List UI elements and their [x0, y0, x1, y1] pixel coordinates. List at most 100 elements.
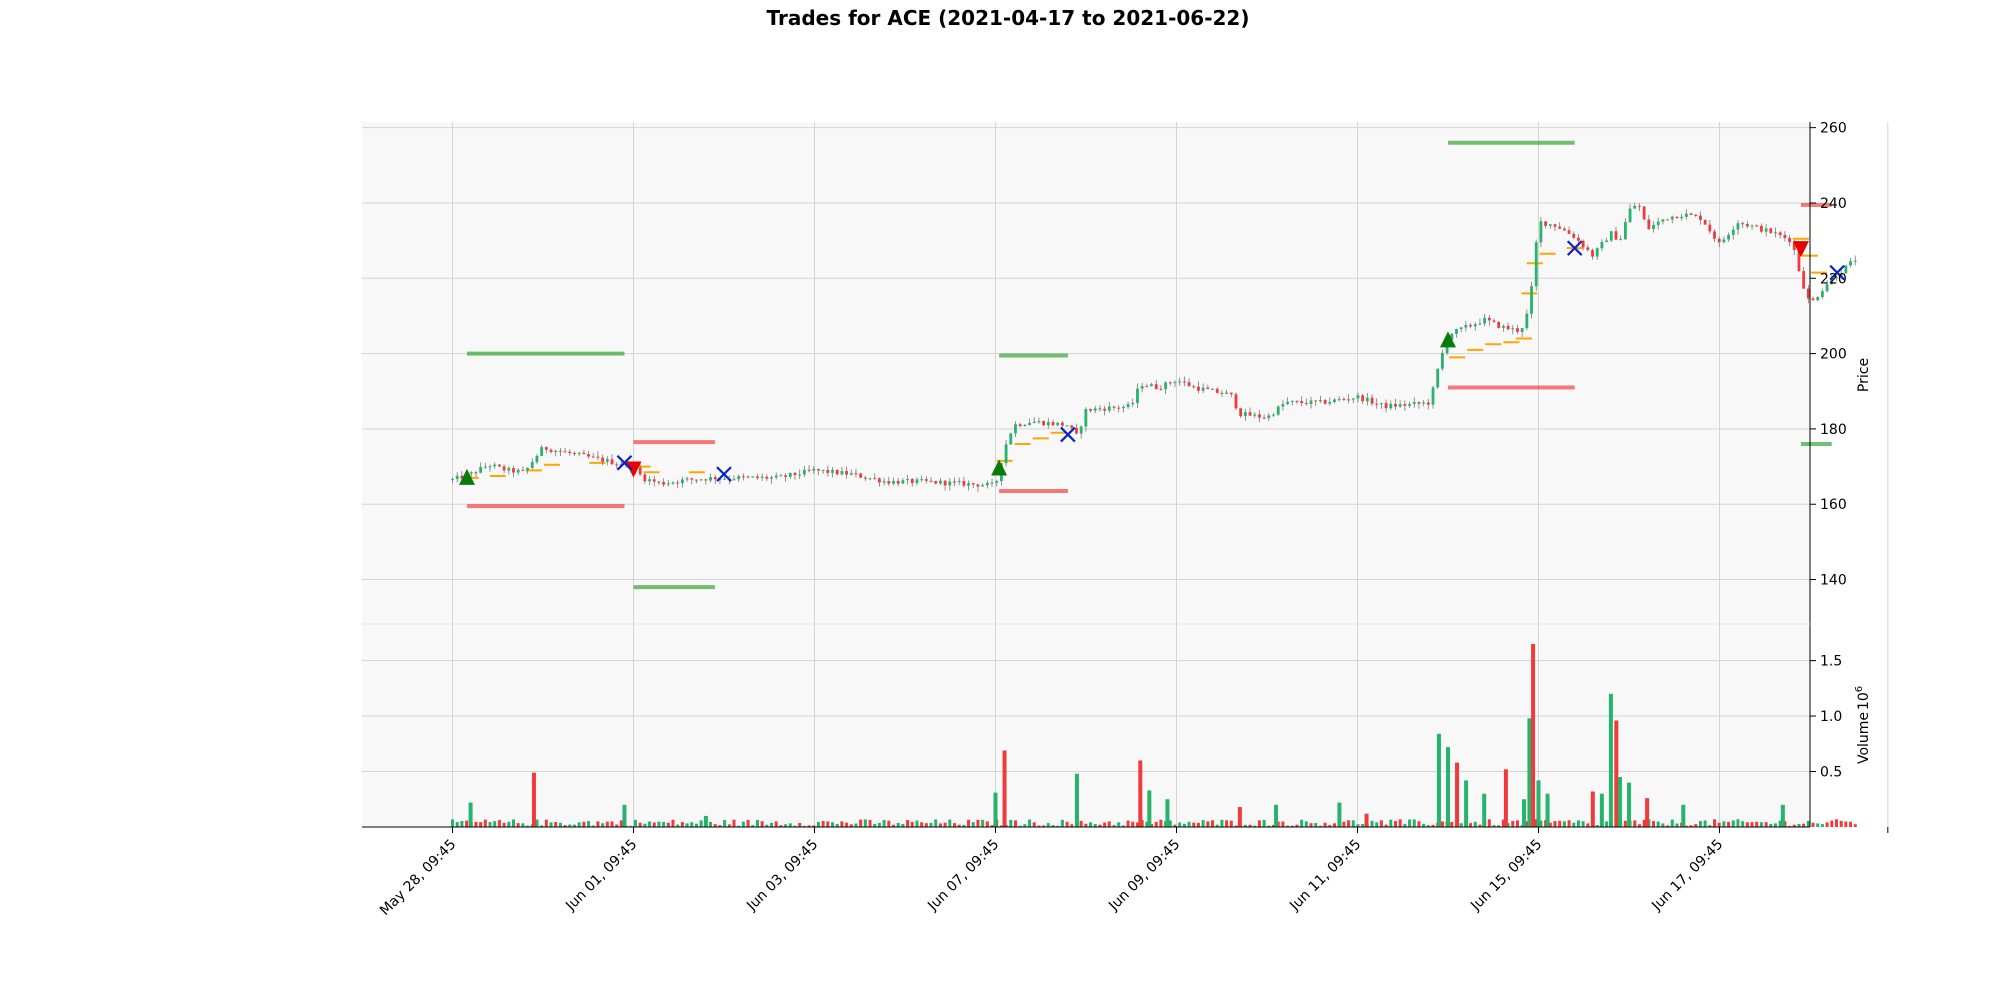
candle-body	[1633, 205, 1637, 209]
candle-body	[1098, 408, 1102, 410]
price-tick-label: 180	[1820, 422, 1847, 438]
candle-body	[1412, 402, 1416, 404]
volume-bar	[1684, 825, 1688, 827]
candle-body	[1089, 409, 1092, 411]
volume-bar	[1117, 822, 1121, 827]
volume-bar	[1820, 824, 1824, 827]
volume-bar	[845, 822, 849, 827]
volume-bar	[765, 824, 769, 827]
candle-body	[1323, 399, 1327, 404]
candle-body	[704, 479, 708, 481]
candle-body	[1229, 392, 1233, 395]
candle-body	[868, 478, 872, 480]
candle-body	[953, 481, 956, 483]
candle-body	[601, 457, 605, 462]
candle-body	[1051, 422, 1055, 426]
x-tick-label: Jun 09, 09:45	[1105, 837, 1183, 915]
volume-bar	[488, 822, 492, 827]
volume-bar	[1713, 819, 1717, 827]
candle-body	[1492, 320, 1496, 322]
candle-body	[1290, 400, 1294, 402]
volume-bar	[1234, 825, 1238, 827]
candle-body	[1450, 333, 1454, 340]
candle-body	[1520, 328, 1524, 332]
volume-bar	[802, 825, 806, 827]
candle-body	[1014, 424, 1017, 434]
candle-body	[1211, 388, 1214, 390]
volume-bar	[807, 825, 811, 827]
volume-bar	[859, 819, 863, 827]
candle-body	[1042, 421, 1046, 426]
x-tick-label: Jun 07, 09:45	[924, 837, 1002, 915]
candle-body	[1258, 414, 1261, 418]
candle-body	[685, 478, 689, 480]
candle-body	[1389, 403, 1393, 409]
volume-bar	[694, 823, 698, 827]
volume-bar	[1165, 799, 1170, 827]
candle-body	[1675, 216, 1679, 219]
candle-body	[1506, 325, 1510, 330]
volume-bar	[582, 821, 586, 827]
volume-bar	[1332, 823, 1336, 827]
volume-bar	[1527, 718, 1532, 827]
volume-bar	[1642, 819, 1646, 827]
candle-body	[1136, 388, 1139, 403]
price-tick-label: 200	[1820, 347, 1847, 363]
candle-body	[652, 479, 656, 482]
candle-body	[1187, 382, 1191, 387]
volume-bar	[901, 823, 905, 827]
candle-body	[568, 451, 572, 454]
volume-bar	[1459, 823, 1463, 827]
candle-body	[920, 479, 924, 481]
volume-bar	[713, 824, 717, 827]
volume-bar	[1168, 820, 1172, 827]
volume-bar	[1403, 824, 1407, 827]
volume-bar	[1206, 821, 1210, 827]
candle-body	[498, 464, 501, 467]
volume-bar	[685, 823, 689, 827]
candle-body	[774, 475, 778, 478]
candle-body	[1581, 240, 1585, 248]
volume-bar	[835, 823, 839, 827]
candle-body	[1849, 261, 1852, 266]
candle-body	[1806, 288, 1810, 299]
volume-bar	[770, 822, 774, 827]
candle-body	[526, 467, 529, 471]
volume-bar	[798, 822, 802, 827]
volume-bar	[1473, 821, 1477, 827]
candle-body	[1731, 229, 1735, 235]
volume-axis-label: Volume	[1856, 712, 1872, 764]
candle-body	[1769, 228, 1773, 234]
volume-bar	[1806, 820, 1810, 827]
volume-bar	[468, 802, 473, 827]
volume-bar	[1436, 733, 1441, 827]
volume-bar	[1783, 821, 1787, 827]
volume-bar	[1849, 821, 1853, 827]
volume-bar	[1769, 823, 1773, 827]
candle-body	[587, 454, 590, 457]
candle-body	[1802, 271, 1806, 289]
candle-body	[1384, 402, 1388, 409]
candle-body	[699, 479, 703, 481]
volume-bar	[1257, 820, 1261, 827]
candle-body	[554, 450, 558, 453]
volume-bar	[1112, 824, 1116, 827]
candle-body	[1225, 392, 1228, 394]
volume-bar	[1773, 823, 1777, 827]
volume-bar	[746, 819, 750, 827]
candle-body	[1248, 412, 1252, 416]
candle-body	[1670, 216, 1674, 220]
price-candles	[451, 202, 1857, 492]
volume-bar	[1666, 825, 1670, 827]
candle-body	[821, 469, 825, 471]
candle-body	[1609, 231, 1613, 241]
volume-bar	[985, 821, 989, 827]
volume-bar	[981, 819, 985, 827]
candle-body	[648, 479, 651, 482]
candle-body	[535, 455, 539, 463]
volume-bar	[690, 822, 694, 827]
candle-body	[1314, 400, 1318, 402]
volume-bar	[1253, 825, 1257, 827]
price-tick-label: 160	[1820, 497, 1847, 513]
candle-body	[1562, 228, 1566, 231]
